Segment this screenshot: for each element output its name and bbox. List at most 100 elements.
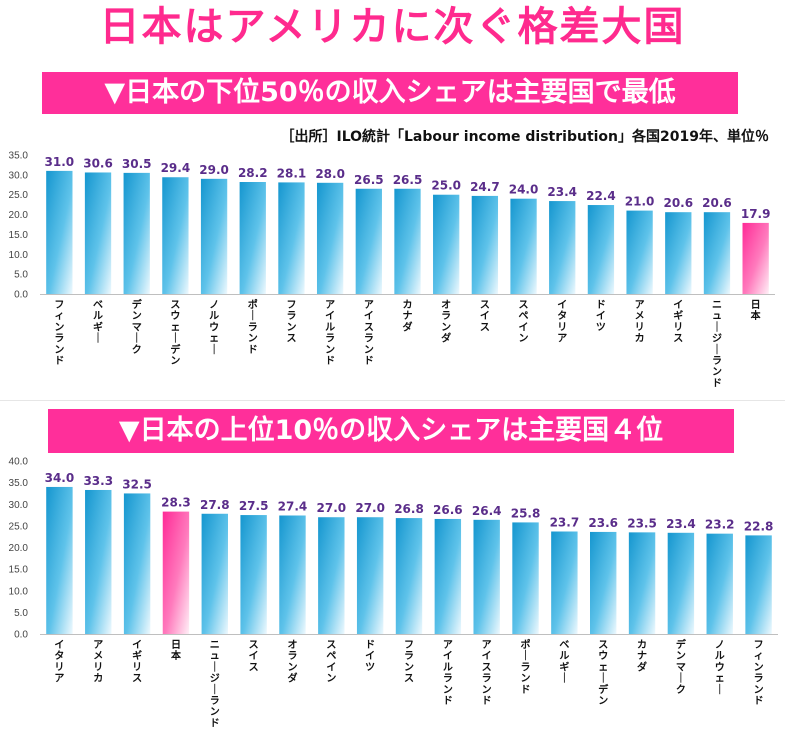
- chart2-bar: [356, 517, 384, 634]
- chart2-value-label: 25.8: [511, 506, 541, 520]
- chart1-ytick: 10.0: [9, 250, 29, 261]
- chart2-bar: [240, 515, 267, 634]
- chart2-bar: [395, 518, 423, 634]
- chart1-category-label: デンマ｜ク: [132, 298, 143, 356]
- chart1-bottom50-share: 0.0 5.0 10.0 15.0 20.0 25.0 30.0 35.0 31.0 フィンランド…: [9, 151, 775, 389]
- chart2-bar: [318, 517, 345, 634]
- page-title: 日本はアメリカに次ぐ格差大国: [99, 4, 686, 50]
- chart2-bar: [473, 519, 500, 634]
- chart2-bar: [434, 518, 462, 634]
- chart1-bar: [471, 195, 499, 294]
- chart2-bar: [85, 489, 112, 634]
- chart2-ytick: 30.0: [9, 500, 29, 511]
- chart2-ytick: 0.0: [14, 630, 28, 641]
- chart1-value-label: 25.0: [431, 179, 461, 193]
- chart1-category-label: スイス: [480, 299, 490, 333]
- chart1-value-label: 29.0: [199, 163, 229, 177]
- chart2-category-label: ニュ｜ジ｜ランド: [210, 640, 220, 729]
- chart2-category-label: アイルランド: [443, 639, 453, 707]
- chart1-category-label: ドイツ: [596, 299, 606, 333]
- chart1-category-label: オランダ: [441, 299, 451, 345]
- chart1-bar: [394, 188, 421, 294]
- chart2-category-label: ポ｜ランド: [521, 638, 531, 696]
- chart2-category-label: カナダ: [637, 639, 647, 673]
- chart1-ytick: 30.0: [9, 170, 29, 181]
- chart1-category-label: スウェ｜デン: [170, 299, 181, 367]
- chart2-category-label: フランス: [404, 639, 414, 685]
- chart1-value-label: 23.4: [547, 185, 577, 199]
- chart2-value-label: 27.8: [200, 498, 230, 512]
- chart2-bar-japan: [162, 511, 190, 634]
- chart1-value-label: 28.0: [315, 167, 345, 181]
- chart1-bar: [355, 188, 382, 294]
- chart1-value-label: 26.5: [393, 173, 423, 187]
- chart2-bar: [706, 533, 733, 634]
- chart1-bar: [123, 172, 150, 294]
- chart2-value-label: 23.5: [627, 516, 657, 530]
- chart2-value-label: 28.3: [161, 496, 191, 510]
- chart2-category-label: スウェ｜デン: [598, 639, 609, 707]
- chart2-value-label: 26.8: [394, 502, 424, 516]
- chart2-ytick: 15.0: [9, 565, 29, 576]
- chart1-bar: [278, 182, 305, 294]
- chart1-value-label: 20.6: [663, 196, 693, 210]
- chart2-value-label: 23.7: [550, 515, 580, 529]
- chart1-bar: [200, 178, 228, 294]
- chart1-title-banner: ▼日本の下位50％の収入シェアは主要国で最低: [42, 72, 738, 114]
- chart2-category-label: フィンランド: [754, 639, 764, 707]
- chart1-category-label: イタリア: [557, 299, 567, 345]
- chart1-value-label: 30.5: [122, 157, 152, 171]
- chart1-category-label: アメリカ: [635, 299, 645, 345]
- chart2-title-banner: ▼日本の上位10％の収入シェアは主要国４位: [48, 409, 734, 453]
- chart2-value-label: 33.3: [83, 474, 113, 488]
- chart2-value-label: 34.0: [45, 471, 75, 485]
- chart1-category-label: ポ｜ランド: [248, 298, 258, 356]
- chart1-category-label: アイルランド: [325, 299, 335, 367]
- chart1-bar: [626, 210, 653, 294]
- source-note: ［出所］ILO統計「Labour income distribution」各国2…: [280, 129, 769, 145]
- chart2-value-label: 23.4: [666, 517, 696, 531]
- chart2-bar: [667, 532, 695, 634]
- chart1-bar: [46, 170, 73, 294]
- chart2-category-label: アメリカ: [93, 639, 103, 685]
- chart2-bar: [551, 531, 578, 634]
- chart1-category-label: フィンランド: [54, 299, 64, 367]
- chart1-bar: [316, 182, 344, 294]
- chart2-bar: [628, 532, 656, 634]
- chart2-category-label: イタリア: [54, 639, 64, 685]
- chart2-top10-share: 0.0 5.0 10.0 15.0 20.0 25.0 30.0 35.0 40.0 34.0 イタ…: [9, 457, 778, 729]
- chart1-category-label: ノルウェ｜: [209, 300, 219, 356]
- chart1-category-label: ベルギ｜: [93, 299, 103, 345]
- chart1-ytick: 15.0: [9, 230, 29, 241]
- chart2-category-label: ドイツ: [365, 639, 375, 673]
- chart1-bar: [433, 194, 460, 294]
- chart2-category-label: ノルウェ｜: [715, 640, 725, 696]
- chart1-ytick: 20.0: [9, 210, 29, 221]
- chart2-category-label: オランダ: [287, 639, 297, 685]
- section-divider: [0, 400, 785, 401]
- chart1-category-label: アイスランド: [364, 299, 374, 367]
- chart1-value-label: 28.1: [277, 166, 307, 180]
- chart2-ytick: 40.0: [9, 457, 29, 468]
- chart1-category-label: スペイン: [519, 299, 529, 345]
- chart2-ytick: 20.0: [9, 543, 29, 554]
- chart1-value-label: 31.0: [45, 155, 75, 169]
- chart1-bar: [665, 212, 692, 294]
- chart1-bar: [703, 212, 731, 294]
- chart2-value-label: 23.2: [705, 518, 735, 532]
- chart2-bar: [745, 535, 772, 634]
- chart2-category-label: デンマ｜ク: [676, 638, 687, 696]
- chart1-bar: [549, 201, 576, 294]
- chart2-bar: [123, 493, 151, 634]
- chart2-ytick: 10.0: [9, 586, 29, 597]
- chart1-value-label: 22.4: [586, 189, 616, 203]
- chart1-bar: [84, 172, 112, 294]
- chart2-ytick: 35.0: [9, 478, 29, 489]
- chart2-category-label: スイス: [249, 639, 259, 673]
- chart1-category-label: カナダ: [403, 299, 413, 333]
- chart2-ytick: 25.0: [9, 521, 29, 532]
- chart2-value-label: 26.4: [472, 504, 502, 518]
- chart1-bar: [239, 182, 266, 294]
- chart1-value-label: 24.7: [470, 180, 500, 194]
- chart1-category-label: フランス: [286, 299, 296, 345]
